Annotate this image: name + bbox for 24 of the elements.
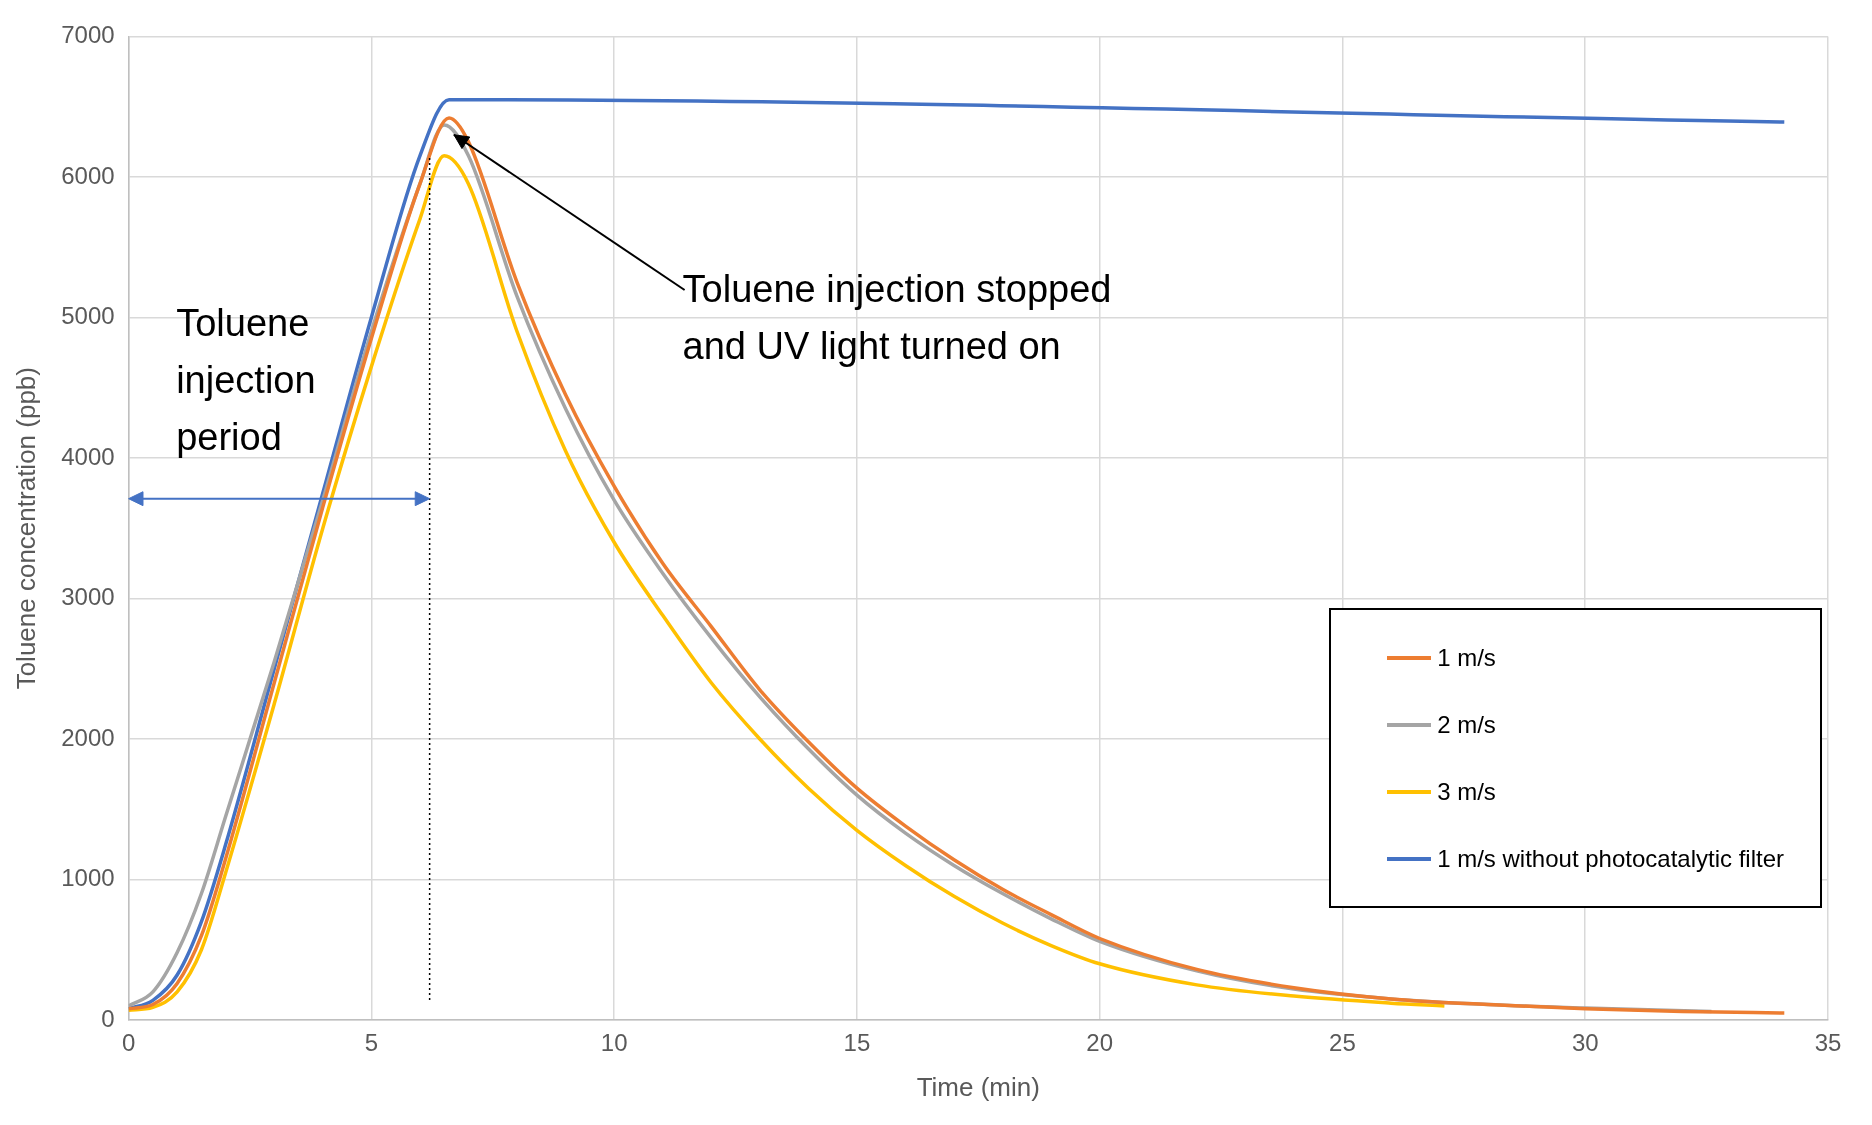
y-tick-label: 0	[101, 1004, 115, 1032]
y-tick-label: 2000	[61, 723, 115, 751]
y-axis-title: Toluene concentration (ppb)	[10, 367, 41, 690]
annotation: Toluene injection period	[176, 302, 316, 459]
x-tick-label: 25	[1329, 1029, 1356, 1057]
annotation: Toluene injection stopped and UV light turned on	[682, 267, 1112, 367]
x-tick-label: 15	[843, 1029, 871, 1057]
y-tick-label: 3000	[61, 583, 115, 611]
y-tick-label: 4000	[61, 442, 115, 470]
y-tick-label: 7000	[61, 21, 115, 49]
y-tick-label: 5000	[61, 302, 115, 330]
x-axis-title: Time (min)	[916, 1071, 1040, 1102]
x-tick-label: 5	[364, 1029, 379, 1057]
legend-label: 1 m/s	[1437, 643, 1496, 672]
x-tick-label: 30	[1571, 1029, 1599, 1057]
x-tick-label: 10	[600, 1029, 628, 1057]
x-tick-label: 20	[1086, 1029, 1114, 1057]
y-tick-label: 1000	[61, 864, 115, 892]
x-tick-label: 0	[121, 1029, 136, 1057]
legend-label: 3 m/s	[1437, 777, 1496, 806]
x-tick-label: 35	[1814, 1029, 1842, 1057]
legend-label: 2 m/s	[1437, 710, 1496, 739]
y-tick-label: 6000	[61, 161, 115, 189]
legend-label: 1 m/s without photocatalytic filter	[1437, 844, 1784, 873]
